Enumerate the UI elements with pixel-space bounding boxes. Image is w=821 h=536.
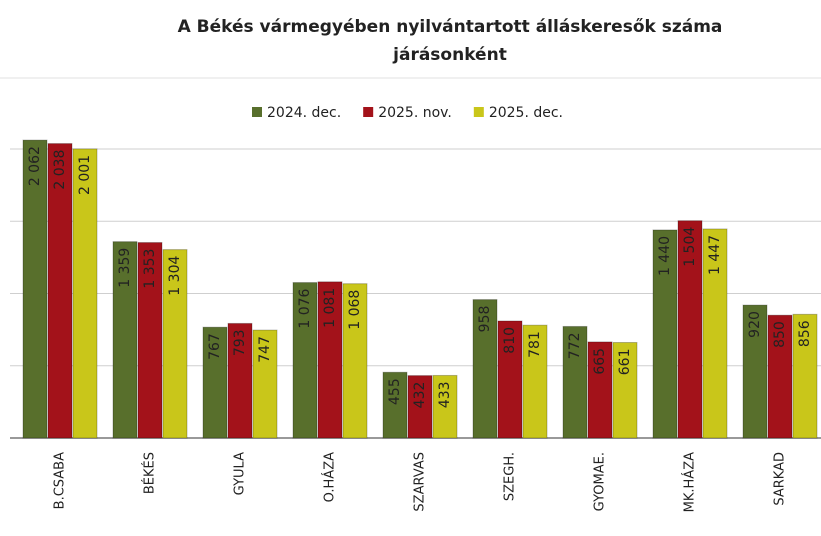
legend-swatch [252, 107, 262, 117]
value-label: 1 353 [142, 249, 158, 289]
value-label: 793 [232, 329, 248, 356]
value-label: 850 [772, 321, 788, 348]
value-label: 1 504 [682, 227, 698, 267]
bar [72, 148, 98, 439]
x-tick-label: GYULA [233, 452, 248, 495]
bar [22, 139, 48, 439]
bar [407, 375, 433, 439]
bar [652, 229, 678, 439]
bar [702, 228, 728, 439]
value-label: 767 [207, 333, 223, 360]
x-tick-label: O.HÁZA [322, 452, 338, 502]
legend-label: 2025. dec. [489, 105, 563, 121]
value-label: 747 [257, 336, 273, 363]
value-label: 1 359 [117, 248, 133, 288]
value-label: 1 304 [167, 256, 183, 296]
value-label: 1 081 [322, 288, 338, 328]
bar [137, 242, 163, 439]
value-label: 1 440 [657, 236, 673, 276]
bar [317, 281, 343, 439]
value-label: 958 [477, 306, 493, 333]
value-label: 810 [502, 327, 518, 354]
bar [792, 313, 818, 439]
bar [432, 374, 458, 439]
chart-title: A Békés vármegyében nyilvántartott állás… [178, 17, 723, 37]
value-label: 665 [592, 348, 608, 375]
legend-swatch [473, 107, 484, 117]
x-tick-label: SARKAD [773, 452, 788, 506]
bar [497, 320, 523, 439]
legend-label: 2025. nov. [378, 105, 452, 121]
value-label: 920 [747, 311, 763, 338]
bar [612, 342, 638, 439]
value-label: 2 001 [77, 155, 93, 195]
x-tick-label: SZARVAS [413, 452, 428, 512]
bar [472, 299, 498, 439]
value-label: 2 062 [27, 146, 43, 186]
bar [227, 322, 253, 439]
bar [767, 314, 793, 439]
x-tick-label: B.CSABA [53, 452, 68, 509]
value-label: 856 [797, 320, 813, 347]
x-tick-label: SZEGH. [503, 452, 518, 501]
value-label: 1 068 [347, 290, 363, 330]
legend-swatch [363, 107, 374, 117]
legend-label: 2024. dec. [267, 105, 341, 121]
x-tick-label: GYOMAE. [593, 452, 608, 511]
value-label: 433 [437, 381, 453, 408]
bar [292, 282, 318, 439]
bar [587, 341, 613, 439]
value-label: 1 076 [297, 288, 313, 328]
bar [112, 241, 138, 439]
value-label: 781 [527, 331, 543, 358]
bar [162, 249, 188, 439]
value-label: 455 [387, 378, 403, 405]
bar [562, 325, 588, 439]
bar [382, 371, 408, 439]
value-label: 772 [567, 332, 583, 359]
bar [342, 283, 368, 439]
x-tick-label: MK.HÁZA [682, 452, 698, 512]
value-label: 1 447 [707, 235, 723, 275]
value-label: 661 [617, 349, 633, 376]
bar [47, 143, 73, 439]
bar [202, 326, 228, 439]
bar [742, 304, 768, 439]
bar [252, 329, 278, 439]
x-tick-label: BÉKÉS [142, 452, 158, 494]
bar [677, 220, 703, 439]
value-label: 2 038 [52, 150, 68, 190]
chart-title: járásonként [392, 45, 507, 65]
bar [522, 324, 548, 439]
value-label: 432 [412, 382, 428, 409]
